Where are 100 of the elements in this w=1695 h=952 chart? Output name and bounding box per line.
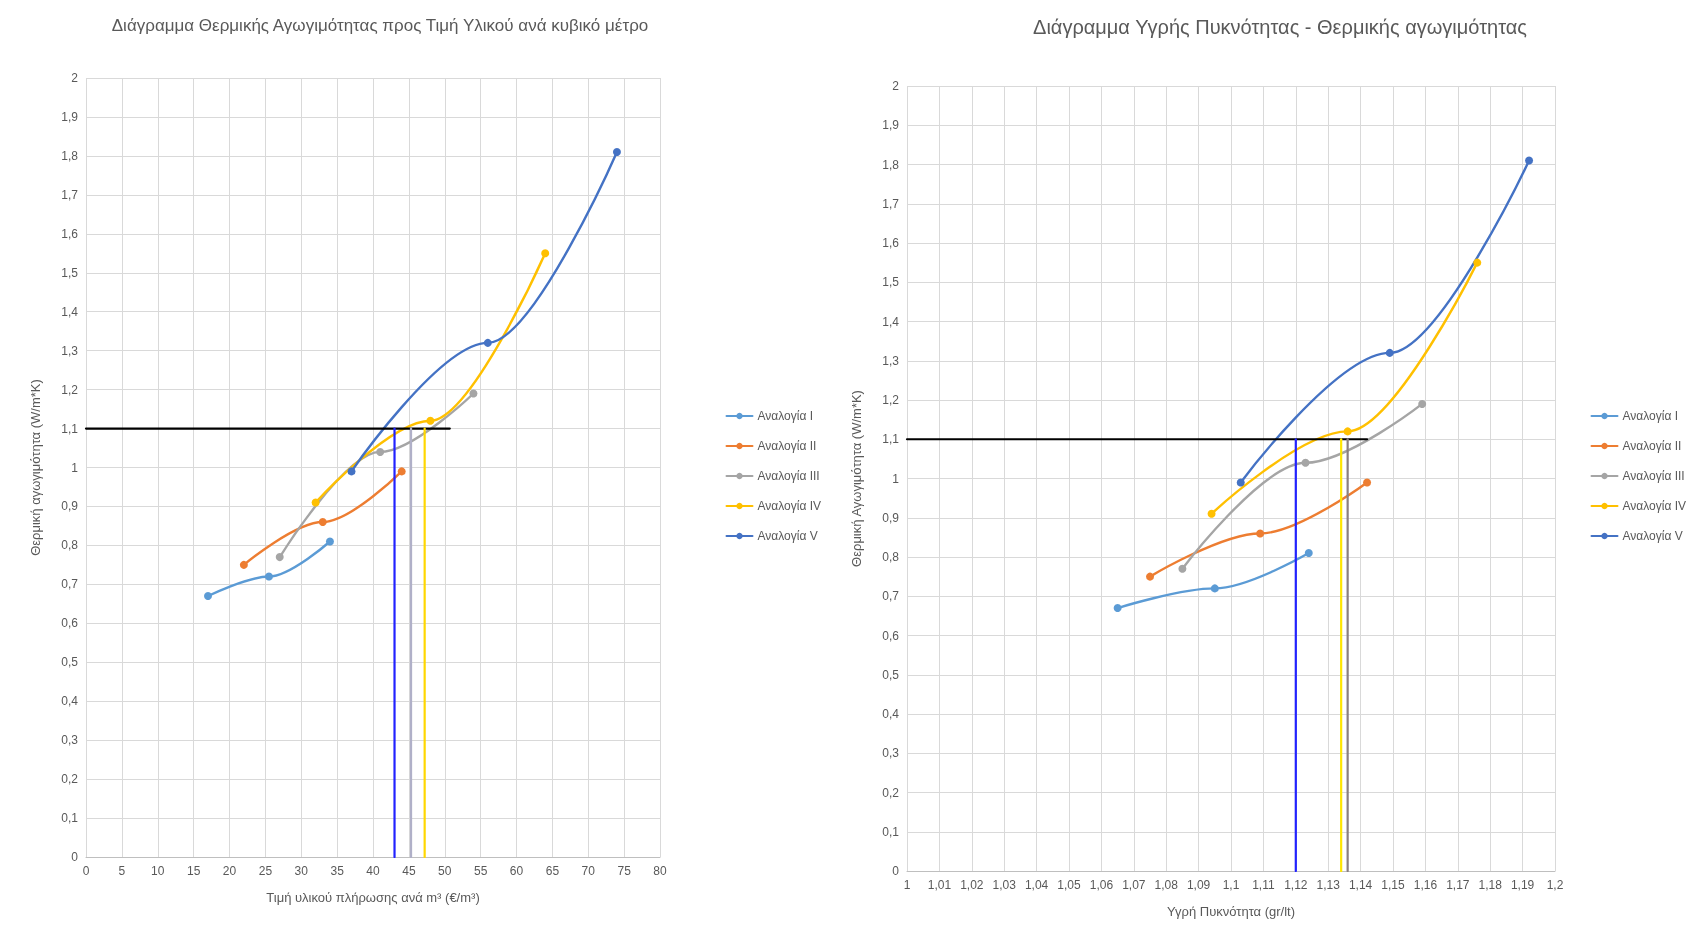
point xyxy=(1301,458,1310,467)
legend-label: Αναλογία I xyxy=(1622,409,1679,423)
x-tick-label: 1,11 xyxy=(1252,878,1275,892)
legend-label: Αναλογία III xyxy=(757,469,820,483)
legend-label: Αναλογία I xyxy=(757,409,814,423)
y-tick-label: 0,6 xyxy=(61,616,79,631)
y-tick-label: 0,3 xyxy=(882,746,900,761)
x-tick-label: 1,1 xyxy=(1222,878,1240,892)
x-tick-label: 20 xyxy=(222,864,237,878)
legend-label: Αναλογία IV xyxy=(757,499,822,513)
y-tick-label: 1,6 xyxy=(882,236,900,250)
y-tick-label: 1,4 xyxy=(61,304,79,319)
point xyxy=(397,467,406,476)
y-tick-label: 0,6 xyxy=(882,628,900,643)
x-tick-label: 1,07 xyxy=(1122,878,1146,892)
y-axis-title: Θερμική αγωγιμότητα (W/m*K) xyxy=(28,379,43,556)
y-axis-title: Θερμική Αγωγιμότητα (W/m*K) xyxy=(849,390,864,567)
point xyxy=(426,416,435,425)
y-tick-label: 1,5 xyxy=(61,265,79,280)
point xyxy=(1113,604,1122,613)
y-tick-label: 0,4 xyxy=(882,707,900,721)
legend-label: Αναλογία IV xyxy=(1622,499,1687,513)
x-tick-label: 10 xyxy=(151,864,165,878)
y-tick-label: 2 xyxy=(71,71,79,85)
y-tick-label: 0 xyxy=(71,850,79,864)
y-tick-label: 1,3 xyxy=(61,343,79,358)
legend-label: Αναλογία II xyxy=(1622,439,1682,453)
x-tick-label: 1,19 xyxy=(1510,878,1535,892)
point xyxy=(483,338,492,347)
point xyxy=(347,467,356,476)
x-tick-label: 0 xyxy=(82,864,90,878)
y-tick-label: 0,9 xyxy=(882,510,900,525)
point xyxy=(1210,584,1219,593)
x-tick-label: 1,2 xyxy=(1546,878,1564,892)
point xyxy=(1178,564,1187,573)
chart-title: Διάγραμμα Υγρής Πυκνότητας - Θερμικής αγωγιμότητας xyxy=(1033,16,1528,38)
y-tick-label: 1,9 xyxy=(61,109,79,124)
y-tick-label: 0,1 xyxy=(882,824,900,839)
x-tick-label: 1,06 xyxy=(1089,878,1114,892)
y-tick-label: 1,1 xyxy=(882,432,900,447)
point xyxy=(1256,529,1265,538)
y-tick-label: 1,7 xyxy=(882,196,900,211)
x-tick-label: 1,01 xyxy=(927,878,952,892)
x-axis-title: Υγρή Πυκνότητα (gr/lt) xyxy=(1166,904,1296,919)
y-tick-label: 2 xyxy=(892,79,900,93)
point xyxy=(264,572,273,581)
x-axis-title: Τιμή υλικού πλήρωσης ανά m³ (€/m³) xyxy=(266,890,480,905)
point xyxy=(203,592,212,601)
point xyxy=(1525,156,1534,165)
point xyxy=(612,148,621,156)
x-tick-label: 1,16 xyxy=(1413,878,1438,892)
y-tick-label: 0,8 xyxy=(61,538,79,553)
y-tick-label: 0,7 xyxy=(61,577,79,592)
x-tick-label: 75 xyxy=(617,864,632,878)
y-tick-label: 0,5 xyxy=(61,655,79,670)
y-tick-label: 1,2 xyxy=(61,382,79,397)
point xyxy=(239,560,248,569)
x-tick-label: 1,14 xyxy=(1348,878,1373,892)
y-tick-label: 1 xyxy=(892,471,900,486)
point xyxy=(541,249,550,258)
point xyxy=(325,537,334,546)
y-tick-label: 1,4 xyxy=(882,314,900,329)
legend-label: Αναλογία III xyxy=(1622,469,1685,483)
y-tick-label: 1 xyxy=(71,460,79,475)
x-tick-label: 25 xyxy=(258,864,273,878)
x-tick-label: 1,05 xyxy=(1057,878,1081,892)
y-tick-label: 1,8 xyxy=(882,157,900,172)
y-tick-label: 0,2 xyxy=(61,772,79,787)
y-tick-label: 1,7 xyxy=(61,187,79,202)
x-tick-label: 1,04 xyxy=(1024,878,1049,892)
x-tick-label: 60 xyxy=(509,864,524,878)
legend-label: Αναλογία V xyxy=(757,529,818,543)
point xyxy=(469,389,478,398)
point xyxy=(1146,572,1154,581)
x-tick-label: 1,09 xyxy=(1186,878,1211,892)
legend-label: Αναλογία V xyxy=(1622,529,1683,543)
point xyxy=(1304,549,1313,558)
chart-title: Διάγραμμα Θερμικής Αγωγιμότητας προς Τιμή Υλικού ανά κυβικό μέτρο xyxy=(111,16,649,35)
y-tick-label: 0,9 xyxy=(61,499,79,514)
x-tick-label: 1 xyxy=(903,878,911,892)
point xyxy=(275,553,284,562)
point xyxy=(1207,509,1216,518)
x-tick-label: 15 xyxy=(186,864,201,878)
x-tick-label: 1,17 xyxy=(1446,878,1470,892)
y-tick-label: 0,5 xyxy=(882,667,900,682)
y-tick-label: 1,1 xyxy=(61,421,79,436)
x-tick-label: 5 xyxy=(118,864,126,878)
x-tick-label: 1,18 xyxy=(1478,878,1503,892)
y-tick-label: 0,1 xyxy=(61,811,79,826)
x-tick-label: 1,13 xyxy=(1316,878,1341,892)
y-tick-label: 1,3 xyxy=(882,353,900,368)
x-tick-label: 55 xyxy=(473,864,488,878)
y-tick-label: 1,5 xyxy=(882,275,900,290)
x-tick-label: 65 xyxy=(545,864,560,878)
y-tick-label: 1,6 xyxy=(61,226,79,241)
x-tick-label: 70 xyxy=(581,864,596,878)
point xyxy=(1236,478,1245,487)
x-tick-label: 1,12 xyxy=(1284,878,1308,892)
point xyxy=(376,447,385,456)
point xyxy=(1363,478,1372,487)
